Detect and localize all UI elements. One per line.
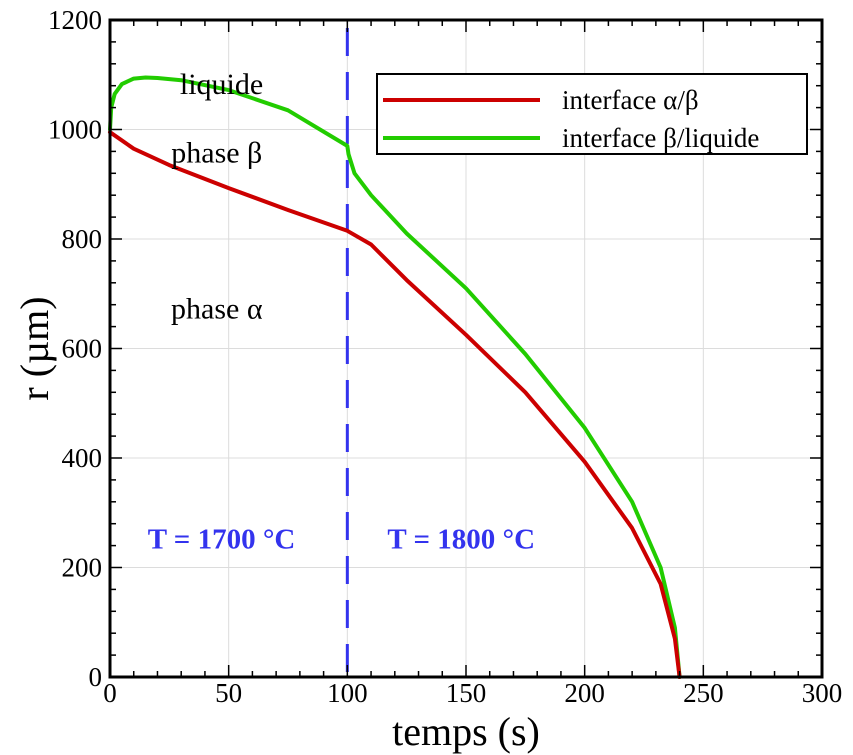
y-tick-label: 600 [62,334,103,364]
y-tick-label: 400 [62,443,103,473]
y-tick-label: 0 [89,662,103,692]
annotation-1: phase β [171,136,262,169]
legend-box [376,73,808,155]
legend: interface α/β interface β/liquide [376,73,808,155]
annotation-4: T = 1800 °C [387,523,535,555]
series-group [108,75,682,679]
legend-label: interface β/liquide [562,123,759,153]
annotations: liquide phase β phase α T = 1700 °C T = 1800… [148,68,535,555]
x-tick-label: 50 [215,678,242,708]
y-tick-label: 1000 [48,115,102,145]
y-axis-title: r (µm) [12,296,57,400]
x-tick-label: 0 [103,678,117,708]
x-tick-label: 250 [683,678,724,708]
annotation-2: phase α [171,292,263,325]
x-tick-label: 200 [564,678,605,708]
ticks: 0 50 100 150 200 250 300 0 200 400 600 800 1000 1200 [48,5,842,708]
legend-label: interface α/β [562,85,699,115]
annotation-3: T = 1700 °C [148,523,296,555]
x-tick-label: 150 [446,678,487,708]
y-tick-label: 800 [62,224,103,254]
y-tick-label: 1200 [48,5,102,35]
series-line-alpha-beta [108,130,682,679]
series-line-beta-liquide [108,75,682,679]
y-tick-label: 200 [62,553,103,583]
x-tick-label: 300 [802,678,843,708]
x-tick-label: 100 [327,678,368,708]
x-axis-title: temps (s) [392,709,540,754]
annotation-0: liquide [180,68,263,101]
